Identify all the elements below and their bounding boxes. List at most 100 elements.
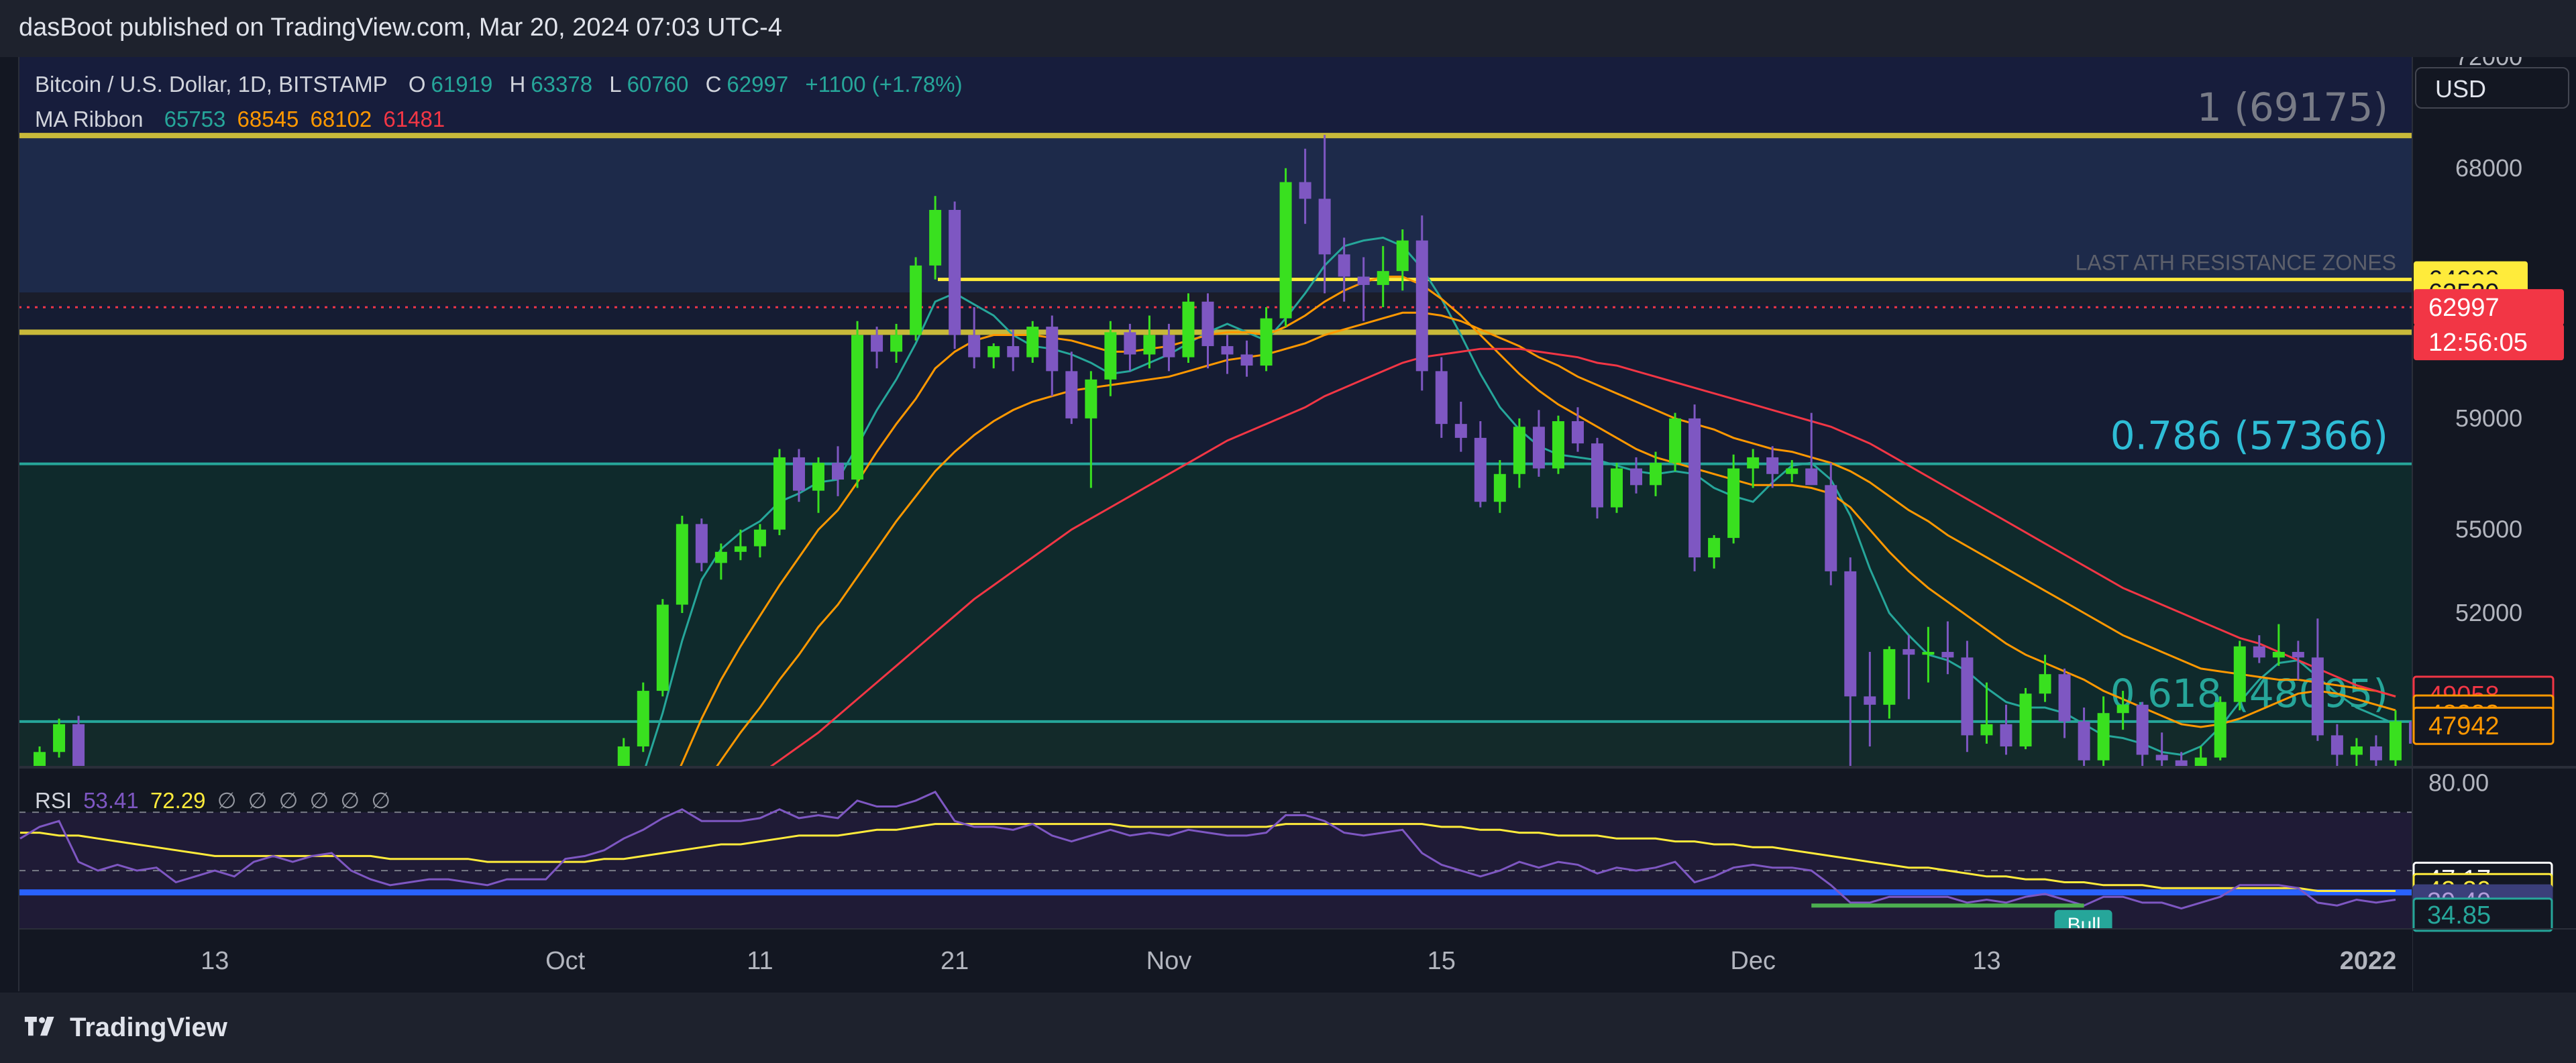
candle-body-67 xyxy=(1318,199,1331,255)
candle-body-79 xyxy=(1552,421,1564,469)
candle-body-53 xyxy=(1046,327,1059,372)
candle-body-3 xyxy=(72,724,85,766)
close-value: 62997 xyxy=(727,72,789,97)
candle-body-117 xyxy=(2292,652,2304,658)
candle-body-64 xyxy=(1260,318,1273,366)
time-tick-21: 21 xyxy=(941,947,969,975)
ma-ribbon-label[interactable]: MA Ribbon xyxy=(35,107,144,131)
rsi-badge-34.85 xyxy=(2412,897,2553,932)
candle-body-100 xyxy=(1961,657,1974,736)
ma-value-1: 65753 xyxy=(164,107,226,131)
rsi-legend[interactable]: RSI 53.41 72.29 ∅ ∅ ∅ ∅ ∅ ∅ xyxy=(35,786,390,816)
time-tick-13: 13 xyxy=(1972,947,2000,975)
change-value: +1100 (+1.78%) xyxy=(805,72,963,97)
rsi-empty-3: ∅ xyxy=(278,788,299,813)
candle-body-73 xyxy=(1435,371,1448,425)
candle-body-84 xyxy=(1650,463,1662,486)
candle-body-54 xyxy=(1065,371,1078,418)
candle-body-37 xyxy=(734,546,747,552)
candle-body-93 xyxy=(1825,485,1837,571)
rsi-badge-text-34.85: 34.85 xyxy=(2427,901,2491,930)
candle-body-38 xyxy=(753,529,766,547)
candle-body-75 xyxy=(1474,437,1487,502)
chart-legend[interactable]: Bitcoin / U.S. Dollar, 1D, BITSTAMP O 619… xyxy=(35,67,968,137)
candle-body-106 xyxy=(2078,721,2090,761)
candle-body-32 xyxy=(637,691,649,746)
price-tick-68000: 68000 xyxy=(2455,154,2522,182)
candle-body-113 xyxy=(2214,702,2226,758)
candle-body-115 xyxy=(2253,646,2265,658)
low-value: 60760 xyxy=(627,72,689,97)
rsi-ma-value: 72.29 xyxy=(150,788,206,813)
candle-body-83 xyxy=(1630,468,1643,486)
candle-body-71 xyxy=(1396,240,1409,272)
price-tick-52000: 52000 xyxy=(2455,599,2522,626)
candle-body-41 xyxy=(812,463,824,491)
candle-body-51 xyxy=(1007,346,1020,357)
candle-body-108 xyxy=(2116,704,2129,714)
rsi-empty-1: ∅ xyxy=(217,788,237,813)
price-badge-text-12:56:05: 12:56:05 xyxy=(2428,329,2528,357)
candle-body-119 xyxy=(2330,735,2343,755)
candle-body-107 xyxy=(2097,713,2110,761)
candle-body-81 xyxy=(1591,443,1603,508)
candle-body-61 xyxy=(1201,301,1214,347)
rsi-value: 53.41 xyxy=(83,788,139,813)
candle-body-96 xyxy=(1883,649,1896,705)
candle-body-57 xyxy=(1124,332,1136,355)
candle-body-55 xyxy=(1085,379,1097,418)
candle-body-36 xyxy=(714,551,727,563)
rsi-empty-6: ∅ xyxy=(371,788,391,813)
rsi-ma-line xyxy=(20,823,2396,892)
candle-body-60 xyxy=(1182,301,1195,357)
candle-body-110 xyxy=(2155,754,2168,761)
candle-body-62 xyxy=(1221,346,1234,355)
tradingview-logo-icon xyxy=(24,1017,54,1036)
time-axis-background xyxy=(0,929,2412,991)
price-badge-12:56:05 xyxy=(2414,324,2564,361)
candle-body-109 xyxy=(2136,704,2149,755)
candle-body-69 xyxy=(1357,276,1370,285)
candle-body-59 xyxy=(1163,335,1175,357)
currency-selector[interactable]: USD xyxy=(2415,67,2569,109)
candle-body-78 xyxy=(1532,427,1545,469)
candle-body-48 xyxy=(949,209,961,335)
time-tick-Oct: Oct xyxy=(545,947,586,975)
ma-value-4: 61481 xyxy=(383,107,445,131)
candle-body-2 xyxy=(53,724,66,752)
candle-body-103 xyxy=(2019,693,2032,746)
time-tick-Nov: Nov xyxy=(1146,947,1192,975)
candle-body-44 xyxy=(871,335,883,352)
ma-ribbon-legend-row[interactable]: MA Ribbon 65753 68545 68102 61481 xyxy=(35,102,968,137)
candle-body-87 xyxy=(1708,538,1721,558)
candle-body-56 xyxy=(1104,332,1117,380)
candle-body-88 xyxy=(1727,468,1740,539)
tradingview-wordmark: TradingView xyxy=(70,1013,227,1042)
tradingview-brand[interactable]: TradingView xyxy=(20,1013,227,1043)
candle-body-34 xyxy=(676,524,688,605)
candle-body-63 xyxy=(1240,354,1253,366)
candle-body-74 xyxy=(1454,424,1467,438)
time-tick-2022: 2022 xyxy=(2340,947,2397,975)
footer-bar: TradingView xyxy=(0,993,2576,1063)
high-value: 63378 xyxy=(531,72,593,97)
price-tick-55000: 55000 xyxy=(2455,516,2522,543)
candle-body-39 xyxy=(773,457,786,530)
open-value: 61919 xyxy=(431,72,493,97)
symbol-legend-row[interactable]: Bitcoin / U.S. Dollar, 1D, BITSTAMP O 619… xyxy=(35,67,968,102)
candle-body-114 xyxy=(2233,646,2246,702)
candle-body-80 xyxy=(1571,421,1584,444)
symbol-name[interactable]: Bitcoin / U.S. Dollar, 1D, BITSTAMP xyxy=(35,72,388,97)
candle-body-35 xyxy=(695,524,708,563)
rsi-label[interactable]: RSI xyxy=(35,788,72,813)
rsi-tick-80.00: 80.00 xyxy=(2428,769,2489,797)
rsi-empty-2: ∅ xyxy=(248,788,268,813)
candle-body-70 xyxy=(1377,271,1389,285)
candle-body-72 xyxy=(1415,240,1428,372)
ma-value-3: 68102 xyxy=(310,107,372,131)
open-label: O xyxy=(408,72,426,97)
price-badge-text-62997: 62997 xyxy=(2428,294,2500,322)
candle-body-40 xyxy=(792,457,805,491)
fib-zone-lower xyxy=(19,463,2412,722)
